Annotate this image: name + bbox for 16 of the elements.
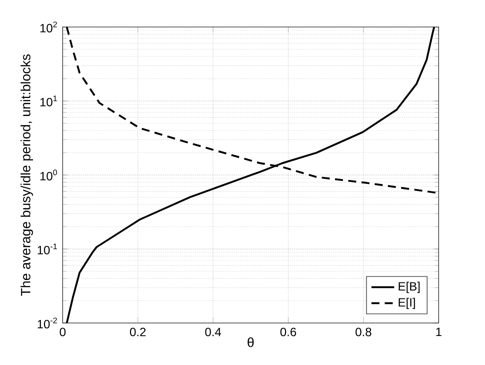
x-tick-label: 0.2: [130, 328, 146, 336]
y-tick-label: 10$^{1}$: [40, 96, 57, 106]
x-tick-label: 1: [436, 328, 442, 336]
y-axis-title: The average busy/idle period, unit:blocks: [20, 54, 34, 296]
legend-label: E[I]: [398, 298, 415, 310]
x-tick-label: 0.4: [205, 328, 222, 336]
y-tick-label: 10$^{-1}$: [38, 244, 57, 254]
line-series: [66, 27, 436, 323]
legend-label: E[B]: [398, 282, 420, 293]
x-axis-title: θ: [248, 337, 254, 348]
x-tick-label: 0: [60, 328, 66, 336]
y-tick-label: 10$^{0}$: [40, 170, 57, 180]
y-tick-label: 10$^{-2}$: [38, 318, 57, 328]
x-tick-label: 0.6: [280, 328, 296, 336]
y-tick-label: 10$^{2}$: [40, 22, 57, 32]
x-tick-label: 0.8: [356, 328, 372, 336]
